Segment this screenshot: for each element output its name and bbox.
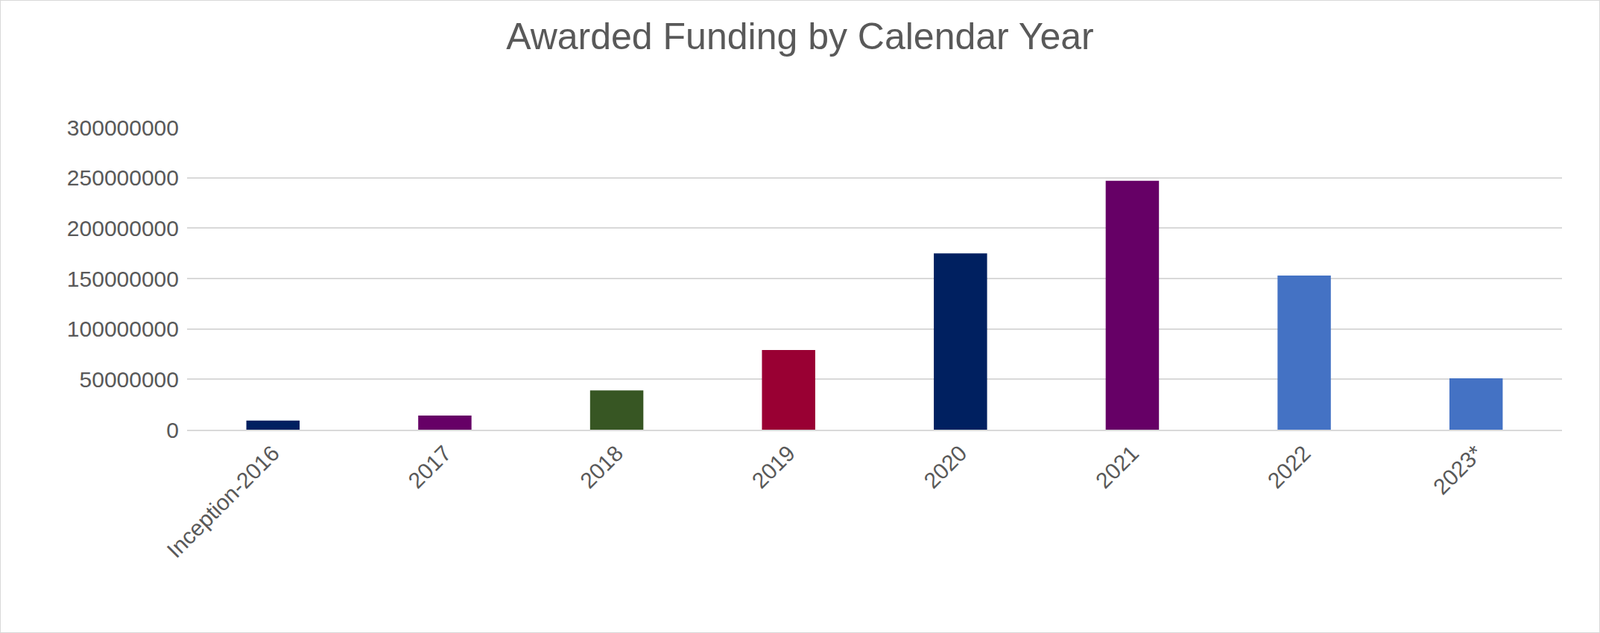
svg-text:2019: 2019: [747, 441, 801, 495]
svg-text:Inception-2016: Inception-2016: [161, 441, 284, 564]
svg-text:100000000: 100000000: [67, 316, 179, 342]
svg-text:250000000: 250000000: [67, 165, 179, 191]
svg-text:50000000: 50000000: [79, 367, 179, 392]
svg-text:0: 0: [166, 418, 179, 443]
svg-text:300000000: 300000000: [67, 115, 179, 141]
svg-text:Awarded Funding by Calendar Ye: Awarded Funding by Calendar Year: [506, 15, 1094, 58]
svg-text:2017: 2017: [403, 441, 457, 495]
svg-text:200000000: 200000000: [67, 216, 179, 241]
svg-text:150000000: 150000000: [67, 266, 179, 292]
svg-text:2022: 2022: [1262, 441, 1316, 495]
svg-text:2021: 2021: [1091, 441, 1144, 495]
svg-text:2018: 2018: [575, 441, 629, 495]
svg-text:2023*: 2023*: [1428, 440, 1488, 500]
svg-text:2020: 2020: [918, 441, 972, 495]
